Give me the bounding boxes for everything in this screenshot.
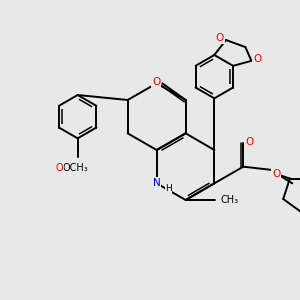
Text: N: N: [153, 178, 160, 188]
Text: O: O: [216, 33, 224, 43]
Text: O: O: [253, 54, 262, 64]
Text: O: O: [272, 169, 281, 179]
Text: CH₃: CH₃: [220, 195, 239, 205]
Text: O: O: [152, 77, 160, 87]
Text: H: H: [165, 184, 172, 193]
Text: O: O: [245, 137, 254, 147]
Text: O: O: [56, 163, 63, 173]
Text: OCH₃: OCH₃: [62, 163, 88, 173]
